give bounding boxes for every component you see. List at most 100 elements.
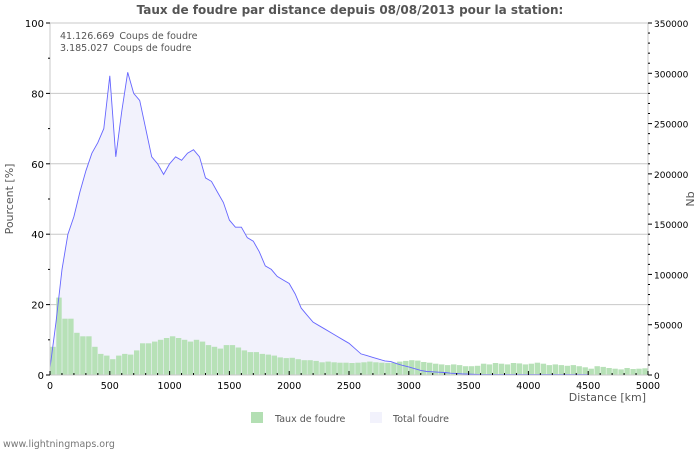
taux-bar: [606, 368, 612, 375]
x-tick-label: 5000: [636, 381, 660, 392]
taux-bar: [157, 339, 164, 375]
y-left-tick-label: 100: [25, 19, 44, 30]
total-foudre-fill: [50, 72, 589, 376]
taux-bar: [403, 360, 409, 375]
taux-bar: [642, 368, 648, 375]
taux-bar: [56, 297, 62, 375]
taux-bar: [564, 365, 570, 375]
legend-swatch-taux: [251, 412, 263, 423]
taux-bar: [104, 355, 110, 375]
taux-bar: [122, 353, 128, 375]
taux-bar: [528, 363, 535, 375]
info-value-2: 3.185.027: [60, 43, 108, 54]
taux-bar: [588, 368, 594, 375]
y-axis-right-label: Nb: [684, 191, 697, 206]
taux-bar: [594, 366, 600, 375]
taux-bar: [325, 361, 331, 375]
taux-bar: [146, 343, 152, 375]
x-tick-label: 1000: [158, 381, 182, 392]
taux-bar: [223, 345, 230, 375]
x-tick-label: 3500: [457, 381, 481, 392]
taux-bar: [217, 348, 224, 375]
taux-bar: [600, 366, 606, 375]
taux-bar: [68, 318, 74, 375]
taux-bar: [283, 358, 289, 375]
taux-bars: [50, 297, 648, 375]
info-value-1: 41.126.669: [60, 31, 114, 42]
taux-bar: [355, 362, 361, 375]
taux-bar: [510, 363, 517, 375]
y-right-tick-label: 150000: [654, 221, 689, 231]
y-left-tick-label: 60: [31, 160, 44, 171]
taux-bar: [313, 360, 319, 375]
y-left-tick-label: 40: [31, 230, 44, 241]
taux-bar: [498, 363, 505, 375]
x-tick-label: 3000: [397, 381, 421, 392]
y-left-tick-label: 80: [31, 89, 44, 100]
taux-bar: [385, 363, 391, 375]
x-tick-label: 2500: [337, 381, 361, 392]
x-tick-label: 4500: [576, 381, 600, 392]
taux-bar: [295, 359, 301, 375]
taux-bar: [492, 363, 499, 375]
taux-bar: [205, 345, 212, 375]
taux-bar: [247, 352, 253, 375]
taux-bar: [259, 353, 265, 375]
x-tick-label: 2000: [277, 381, 301, 392]
taux-bar: [241, 350, 248, 375]
y-left-tick-label: 0: [38, 371, 44, 382]
x-tick-label: 4000: [516, 381, 540, 392]
footer-link[interactable]: www.lightningmaps.org: [3, 439, 115, 450]
x-tick-label: 1500: [217, 381, 241, 392]
x-tick-label: 0: [47, 381, 53, 392]
taux-bar: [534, 362, 541, 375]
taux-bar: [439, 364, 445, 375]
taux-bar: [361, 362, 367, 375]
taux-bar: [152, 341, 158, 375]
taux-bar: [540, 363, 547, 375]
taux-bar: [612, 368, 618, 375]
taux-bar: [337, 362, 343, 375]
taux-bar: [516, 363, 523, 375]
taux-bar: [92, 346, 98, 375]
taux-bar: [134, 350, 140, 375]
taux-bar: [582, 367, 588, 375]
taux-bar: [307, 360, 313, 375]
taux-bar: [367, 361, 373, 375]
taux-bar: [576, 366, 582, 375]
taux-bar: [462, 366, 469, 375]
taux-bar: [504, 364, 511, 375]
taux-bar: [373, 362, 379, 375]
taux-bar: [187, 341, 194, 375]
taux-bar: [552, 364, 558, 375]
y-right-tick-label: 100000: [654, 271, 689, 281]
y-left-tick-label: 20: [31, 301, 44, 312]
taux-bar: [379, 362, 385, 375]
y-right-tick-label: 250000: [654, 121, 689, 131]
legend-label-total: Total foudre: [392, 414, 449, 425]
taux-bar: [546, 365, 552, 375]
taux-bar: [451, 364, 457, 375]
legend-swatch-total: [370, 412, 382, 423]
taux-bar: [80, 336, 86, 375]
taux-bar: [181, 339, 188, 375]
taux-bar: [193, 339, 200, 375]
taux-bar: [140, 343, 146, 375]
taux-bar: [86, 336, 92, 375]
taux-bar: [636, 368, 642, 375]
taux-bar: [229, 345, 236, 375]
legend-label-taux: Taux de foudre: [274, 414, 346, 425]
taux-bar: [570, 365, 576, 375]
taux-bar: [421, 362, 427, 375]
taux-bar: [235, 347, 242, 375]
info-label-1: Coups de foudre: [119, 31, 197, 42]
taux-bar: [433, 363, 439, 375]
taux-bar: [480, 363, 487, 375]
taux-bar: [558, 365, 564, 375]
taux-bar: [169, 336, 176, 375]
taux-bar: [427, 362, 433, 375]
taux-bar: [116, 355, 122, 375]
taux-bar: [618, 369, 624, 375]
taux-bar: [468, 366, 475, 375]
